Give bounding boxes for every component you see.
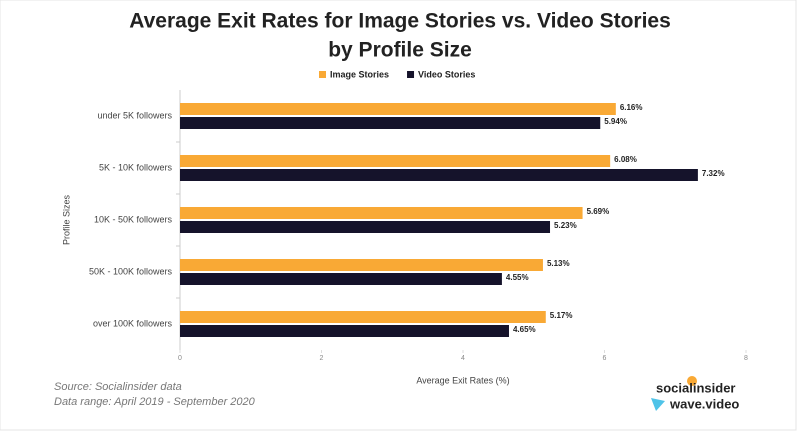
value-label: 5.13% [547,259,570,268]
logo-icon [687,376,697,386]
value-label: 5.69% [587,207,610,216]
bar [180,207,583,219]
value-label: 6.16% [620,103,643,112]
value-label: 5.17% [550,311,573,320]
legend-label: Image Stories [330,69,389,79]
x-axis-title: Average Exit Rates (%) [416,375,509,385]
bar [180,103,616,115]
y-tick-label: 10K - 50K followers [94,214,173,224]
bar [180,273,502,285]
bar [180,169,698,181]
y-axis-title: Profile Sizes [61,194,71,245]
source-note: Data range: April 2019 - September 2020 [54,396,256,408]
x-tick-label: 8 [744,355,748,362]
bar [180,117,601,129]
bar [180,325,509,337]
value-label: 4.55% [506,273,529,282]
y-tick-label: over 100K followers [93,318,173,328]
x-tick-label: 2 [320,355,324,362]
legend-swatch [319,71,326,78]
y-tick-label: 5K - 10K followers [99,162,173,172]
x-tick-label: 6 [603,355,607,362]
value-label: 7.32% [702,169,725,178]
bar [180,155,611,167]
y-tick-label: under 5K followers [97,110,172,120]
x-tick-label: 4 [461,355,465,362]
source-note: Source: Socialinsider data [54,381,182,393]
x-tick-label: 0 [178,355,182,362]
bar [180,311,546,323]
y-tick-label: 50K - 100K followers [89,266,173,276]
legend-label: Video Stories [418,69,475,79]
value-label: 6.08% [614,155,637,164]
value-label: 5.23% [554,221,577,230]
logo-text: socialinsider [656,380,735,395]
logo-icon [651,398,665,411]
logo-text: wave.video [669,396,739,411]
chart-title: by Profile Size [328,39,472,62]
chart-title: Average Exit Rates for Image Stories vs.… [129,10,671,33]
bar [180,221,551,233]
value-label: 5.94% [604,117,627,126]
bar [180,259,543,271]
value-label: 4.65% [513,325,536,334]
legend-swatch [407,71,415,78]
